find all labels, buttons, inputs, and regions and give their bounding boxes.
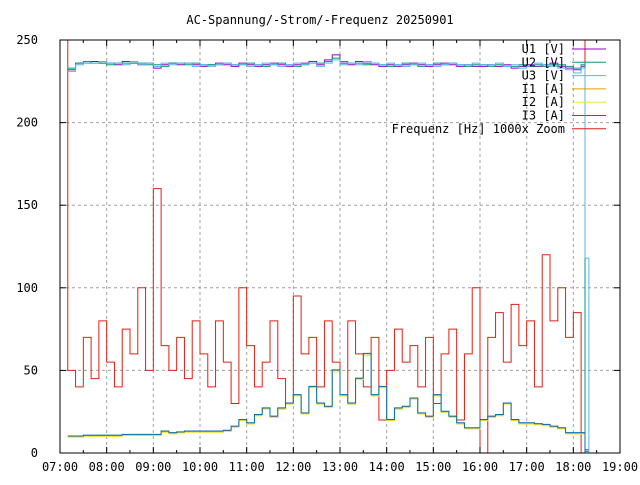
x-tick-label: 17:00 <box>509 460 545 474</box>
series-line-u2 <box>67 57 589 452</box>
x-tick-label: 13:00 <box>322 460 358 474</box>
legend-label-frequenz: Frequenz [Hz] 1000x Zoom <box>392 122 565 136</box>
x-tick-label: 12:00 <box>275 460 311 474</box>
legend: U1 [V]U2 [V]U3 [V]I1 [A]I2 [A]I3 [A]Freq… <box>392 42 606 136</box>
x-tick-label: 11:00 <box>229 460 265 474</box>
x-tick-label: 09:00 <box>135 460 171 474</box>
y-tick-label: 150 <box>16 198 38 212</box>
x-tick-label: 14:00 <box>369 460 405 474</box>
y-tick-label: 50 <box>24 363 38 377</box>
axes: 0 50 100 150 200 250 07:00 08:00 09:00 10:00 11:00… <box>16 33 638 474</box>
series-line-u3 <box>67 59 590 453</box>
series-group <box>63 39 590 454</box>
y-tick-label: 100 <box>16 281 38 295</box>
y-tick-label: 250 <box>16 33 38 47</box>
grid <box>60 40 620 453</box>
x-tick-label: 19:00 <box>602 460 638 474</box>
legend-label-i2: I2 [A] <box>522 95 565 109</box>
legend-label-i1: I1 [A] <box>522 82 565 96</box>
legend-label-i3: I3 [A] <box>522 109 565 123</box>
x-tick-label: 15:00 <box>415 460 451 474</box>
x-tick-label: 18:00 <box>555 460 591 474</box>
y-tick-label: 0 <box>31 446 38 460</box>
series-line-u1 <box>67 54 589 451</box>
chart-title: AC-Spannung/-Strom/-Frequenz 20250901 <box>186 13 453 27</box>
legend-label-u1: U1 [V] <box>522 42 565 56</box>
x-tick-label: 08:00 <box>89 460 125 474</box>
x-tick-label: 16:00 <box>462 460 498 474</box>
series-line-i3 <box>67 352 589 454</box>
legend-label-u3: U3 [V] <box>522 69 565 83</box>
series-line-i2 <box>67 355 589 454</box>
x-tick-label: 10:00 <box>182 460 218 474</box>
series-line-frequenz <box>63 39 586 454</box>
y-tick-label: 200 <box>16 116 38 130</box>
x-tick-label: 07:00 <box>42 460 78 474</box>
legend-label-u2: U2 [V] <box>522 55 565 69</box>
